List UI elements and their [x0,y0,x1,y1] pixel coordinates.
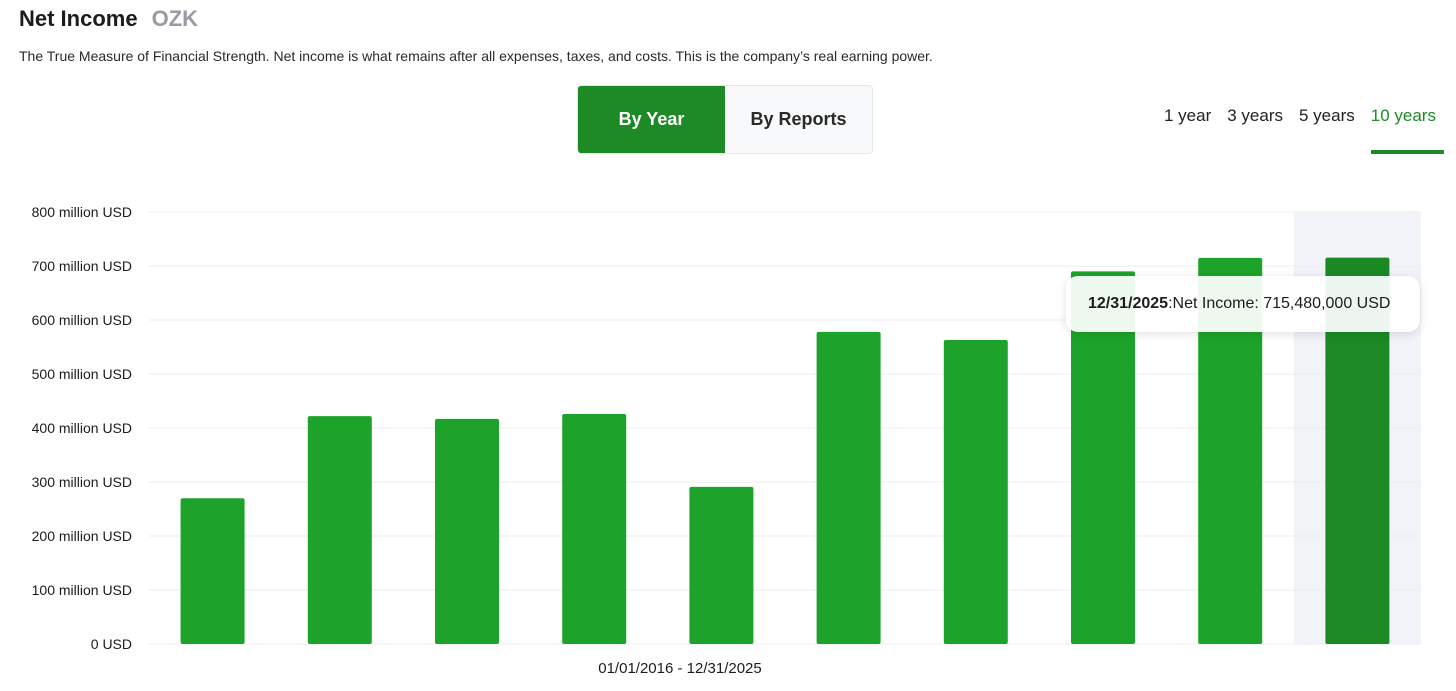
bar-2024 [1198,257,1263,644]
y-tick-label: 600 million USD [32,312,132,328]
by-reports-button[interactable]: By Reports [725,86,872,153]
y-tick-label: 700 million USD [32,258,132,274]
bar-2018 [435,418,499,644]
bar-2016 [180,498,245,644]
bar-2019 [562,413,627,644]
tooltip-value: Net Income: 715,480,000 USD [1172,295,1391,312]
tab-3-years[interactable]: 3 years [1227,106,1283,125]
ticker-symbol: OZK [151,6,199,31]
chart-tooltip: 12/31/2025: Net Income: 715,480,000 USD [1066,276,1420,332]
y-tick-label: 0 USD [91,636,132,652]
x-range-label: 01/01/2016 - 12/31/2025 [598,660,761,677]
tooltip-date: 12/31/2025 [1088,295,1169,312]
bar-2020 [689,486,754,644]
period-tabs: 1 year 3 years 5 years 10 years [1156,106,1445,154]
bar-2022 [943,339,1008,644]
net-income-bar-chart: 0 USD 100 million USD 200 million USD 300 m… [32,204,1421,677]
bar-2021 [816,331,881,644]
y-tick-label: 200 million USD [32,528,132,544]
bar-2023 [1071,271,1135,644]
tooltip-separator: : [1168,295,1173,312]
tab-1-year[interactable]: 1 year [1164,106,1212,125]
y-tick-label: 500 million USD [32,366,132,382]
page-title: Net Income [19,6,138,31]
tab-10-years[interactable]: 10 years [1363,106,1445,154]
y-tick-label: 100 million USD [32,582,132,598]
view-mode-toggle: By Year By Reports [577,85,873,154]
tab-5-years[interactable]: 5 years [1299,106,1355,125]
y-tick-label: 800 million USD [32,204,132,220]
page-subtitle: The True Measure of Financial Strength. … [19,48,933,64]
y-tick-label: 300 million USD [32,474,132,490]
header: Net Income OZK [19,6,198,32]
bar-2025 [1325,257,1390,644]
y-tick-label: 400 million USD [32,420,132,436]
by-year-button[interactable]: By Year [578,86,725,153]
bar-2017 [307,416,372,644]
